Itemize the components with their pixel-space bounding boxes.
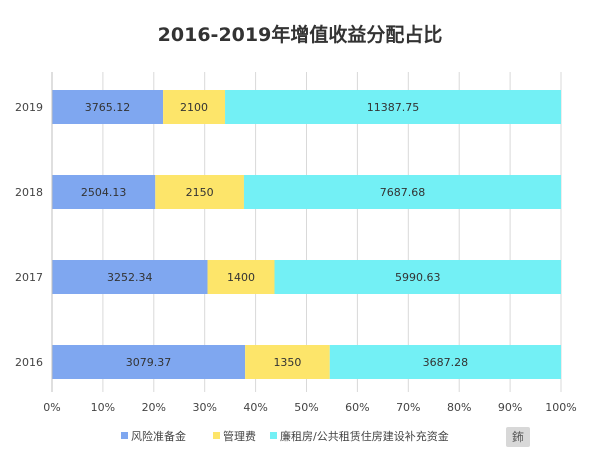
x-tick-label: 60%: [345, 401, 369, 414]
bar-segment: [155, 175, 244, 209]
legend-swatch: [213, 432, 220, 439]
legend-swatch: [270, 432, 277, 439]
x-tick-label: 70%: [396, 401, 420, 414]
chart-title: 2016-2019年增值收益分配占比: [158, 23, 443, 46]
legend-label: 管理费: [223, 429, 256, 443]
data-label: 3252.34: [107, 271, 153, 284]
x-tick-label: 40%: [243, 401, 267, 414]
y-tick-label: 2019: [15, 101, 43, 114]
gridlines: [51, 72, 562, 392]
data-label: 2100: [180, 101, 208, 114]
bar-segment: [163, 90, 226, 124]
data-label: 5990.63: [395, 271, 441, 284]
data-label: 3687.28: [423, 356, 469, 369]
x-tick-label: 100%: [545, 401, 576, 414]
data-labels: 3765.12 2100 11387.75 2504.13 2150 7687.68 325…: [81, 101, 468, 369]
legend: 风险准备金 管理费 廉租房/公共租赁住房建设补充资金: [121, 429, 449, 443]
legend-swatch: [121, 432, 128, 439]
y-tick-label: 2017: [15, 271, 43, 284]
bar-segment: [207, 260, 275, 294]
data-label: 1400: [227, 271, 255, 284]
bar-segment: [243, 175, 561, 209]
bar-segment: [274, 260, 561, 294]
bar-segment: [52, 175, 156, 209]
x-tick-label: 90%: [498, 401, 522, 414]
x-tick-label: 10%: [91, 401, 115, 414]
data-label: 1350: [273, 356, 301, 369]
data-label: 3765.12: [85, 101, 131, 114]
bar-segment: [225, 90, 562, 124]
data-label: 11387.75: [367, 101, 420, 114]
x-tick-label: 50%: [294, 401, 318, 414]
data-label: 2504.13: [81, 186, 127, 199]
bar-segment: [245, 345, 330, 379]
y-tick-label: 2016: [15, 356, 43, 369]
bar-segment: [52, 345, 246, 379]
data-label: 2150: [186, 186, 214, 199]
data-label: 7687.68: [380, 186, 426, 199]
x-tick-label: 20%: [142, 401, 166, 414]
x-tick-label: 30%: [192, 401, 216, 414]
y-tick-label: 2018: [15, 186, 43, 199]
legend-label: 风险准备金: [131, 429, 186, 443]
data-label: 3079.37: [126, 356, 172, 369]
legend-label: 廉租房/公共租赁住房建设补充资金: [280, 429, 449, 443]
x-tick-label: 0%: [43, 401, 60, 414]
x-tick-label: 80%: [447, 401, 471, 414]
axes: 0% 10% 20% 30% 40% 50% 60% 70% 80% 90% 100% 2019 201…: [15, 72, 577, 414]
bar-segment: [52, 260, 208, 294]
bar-segment: [329, 345, 561, 379]
bars: [52, 90, 562, 379]
watermark-logo: 鈽: [506, 427, 530, 447]
bar-segment: [52, 90, 164, 124]
